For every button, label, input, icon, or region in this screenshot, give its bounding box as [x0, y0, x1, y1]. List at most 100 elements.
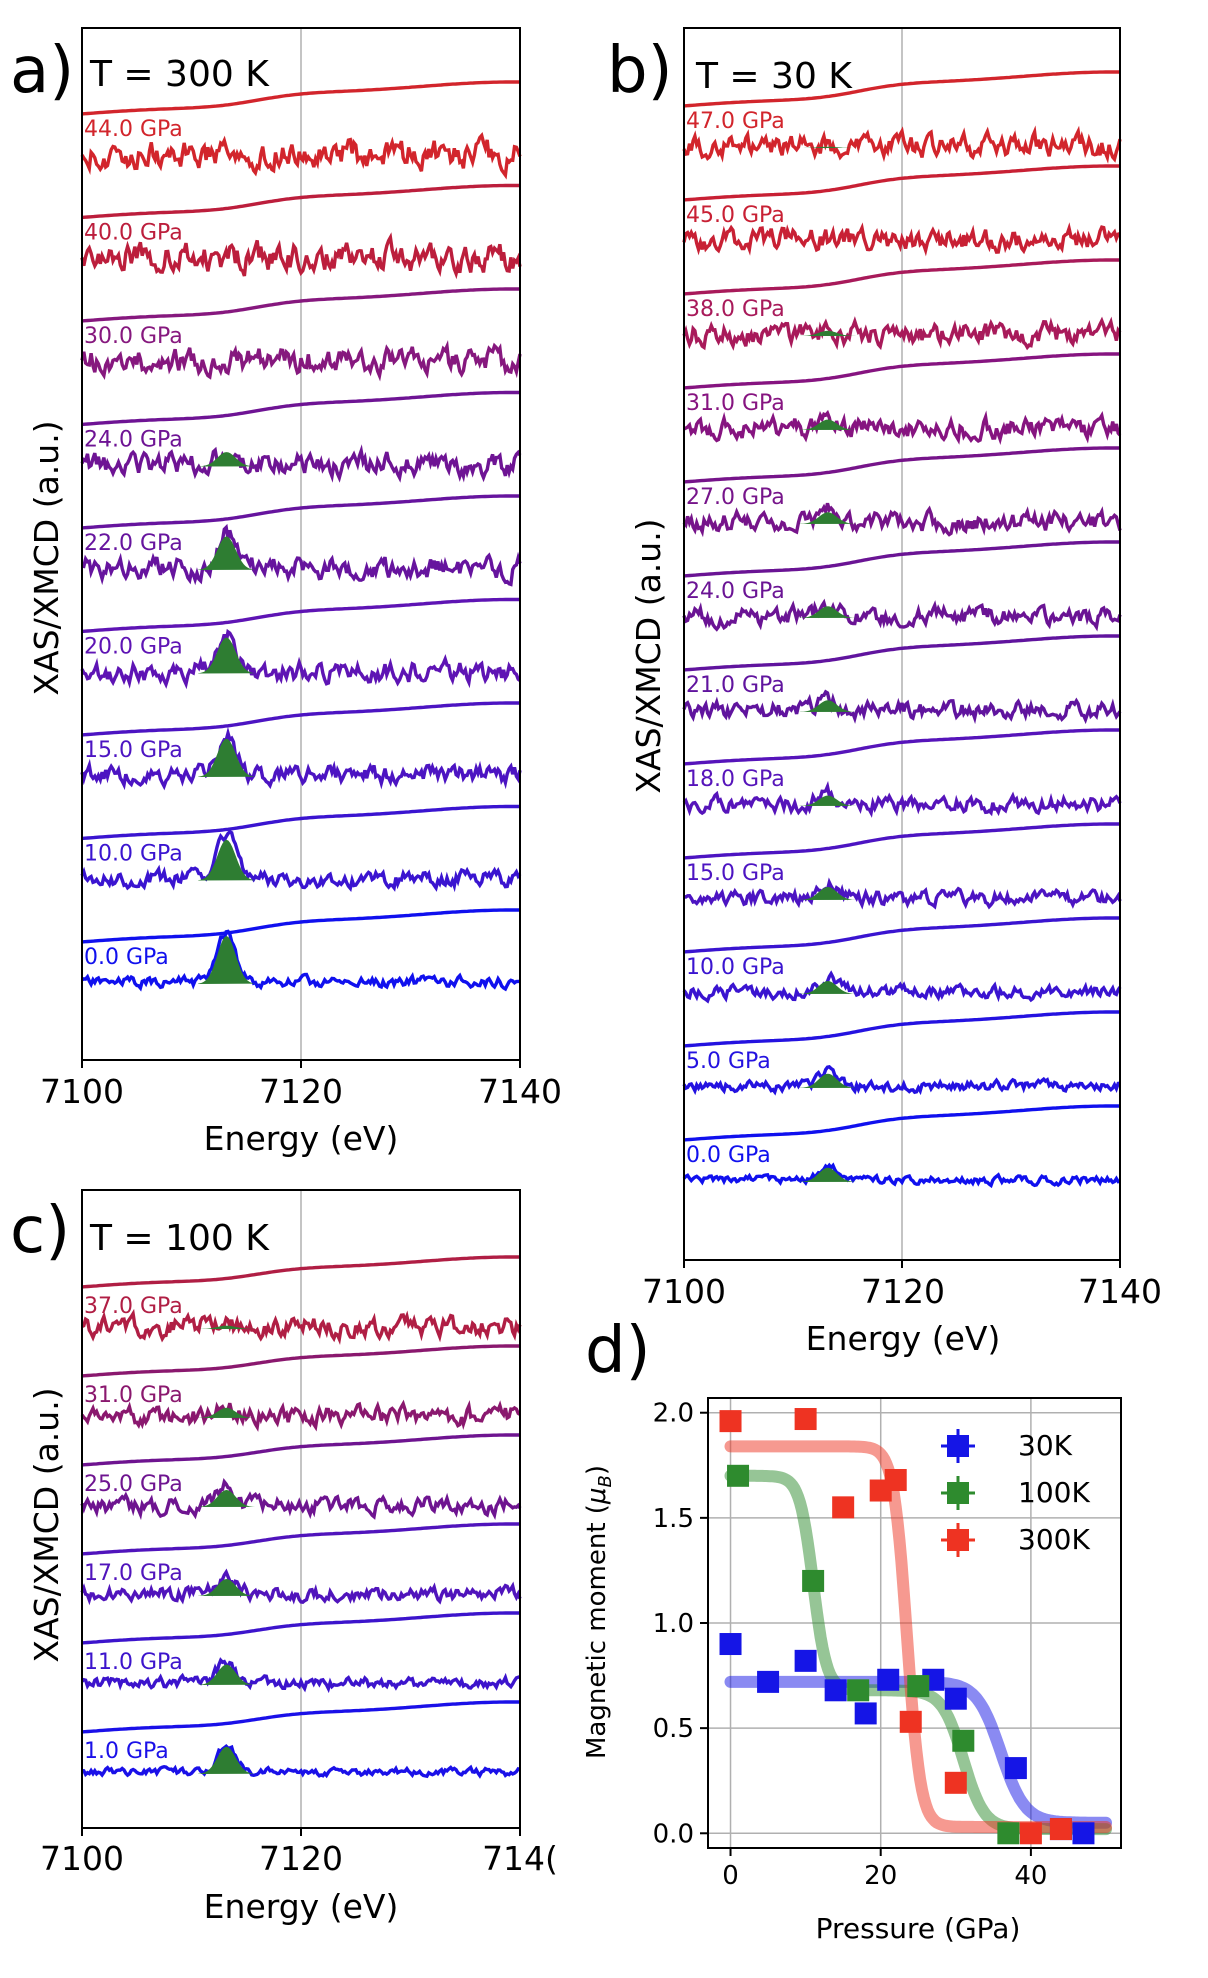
xmcd-curve-a-5: [80, 444, 522, 483]
data-point-100K-1: [802, 1569, 825, 1592]
pressure-label-a-0: 0.0 GPa: [84, 945, 169, 970]
xmcd-curve-a-0: [81, 929, 520, 992]
xmcd-curve-b-0: [682, 1162, 1121, 1189]
xas-curve-b-3: [683, 822, 1120, 860]
panel-c-xtick-0: 7100: [40, 1839, 124, 1878]
panel-c-title: T = 100 K: [89, 1218, 270, 1259]
panel-d-tick-labels: 0 20 40 0.0 0.5 1.0 1.5 2.0: [653, 1399, 1048, 1891]
xmcd-peak-a-3: [198, 637, 255, 674]
xmcd-curve-a-8: [80, 132, 522, 180]
data-point-30K-0: [719, 1633, 742, 1656]
xmcd-peak-b-3: [799, 887, 857, 900]
legend-label-30k: 30K: [1018, 1429, 1073, 1462]
xmcd-peak-a-2: [198, 738, 255, 777]
pressure-label-a-3: 20.0 GPa: [84, 635, 183, 660]
pressure-label-b-10: 45.0 GPa: [686, 203, 785, 228]
xmcd-peak-b-9: [799, 330, 857, 336]
data-point-100K-3: [907, 1675, 930, 1698]
xas-curve-a-1: [81, 804, 520, 841]
panel-a-xtick-0: 7100: [40, 1072, 124, 1111]
data-point-300K-5: [899, 1710, 922, 1733]
legend-marker-100K: [947, 1482, 969, 1504]
panel-b-plot-area: 0.0 GPa 5.0 GPa 10.0 GPa 15.0 GPa 18.0 GPa 21…: [682, 27, 1122, 1268]
xas-curve-a-0: [81, 908, 520, 944]
xmcd-peak-b-2: [799, 981, 857, 994]
pressure-label-c-2: 17.0 GPa: [84, 1561, 183, 1586]
panel-label-c: c): [10, 1194, 70, 1268]
fit-curve-300K: [724, 1440, 1112, 1833]
panel-d-ylabel-sub: B: [595, 1475, 616, 1487]
panel-b-xtick-1: 7120: [861, 1272, 945, 1311]
data-point-30K-10: [1072, 1822, 1095, 1845]
data-point-300K-7: [1019, 1822, 1042, 1845]
data-point-100K-4: [952, 1729, 975, 1752]
data-point-100K-0: [727, 1464, 750, 1487]
xmcd-curve-c-5: [81, 1308, 522, 1346]
xmcd-curve-c-2: [80, 1568, 522, 1606]
panel-b-title: T = 30 K: [695, 56, 853, 97]
xas-curve-a-6: [81, 287, 520, 323]
xmcd-curve-a-3: [80, 628, 521, 690]
xmcd-peak-a-0: [198, 936, 255, 984]
xmcd-curve-b-7: [682, 502, 1122, 538]
xas-curve-c-3: [81, 1433, 520, 1467]
panel-label-d: d): [585, 1314, 651, 1388]
xmcd-curve-c-3: [80, 1478, 522, 1521]
panel-label-a: a): [10, 34, 74, 108]
pressure-label-c-4: 31.0 GPa: [84, 1383, 183, 1408]
panel-d-xtick-0: 0: [722, 1861, 739, 1891]
xas-curve-b-9: [683, 258, 1120, 296]
pressure-label-a-7: 40.0 GPa: [84, 221, 183, 246]
panel-c-ylabel: XAS/XMCD (a.u.): [27, 1387, 66, 1662]
panel-a: 0.0 GPa 10.0 GPa 15.0 GPa 20.0 GPa 22.0 GPa 2…: [27, 27, 562, 1158]
xmcd-curve-b-5: [682, 689, 1122, 725]
xas-curve-b-6: [683, 540, 1120, 578]
panel-d-ylabel-mu: μ: [582, 1488, 612, 1506]
xmcd-curve-b-2: [682, 970, 1122, 1004]
panel-d-ylabel-close: ): [582, 1465, 612, 1475]
panel-b: 0.0 GPa 5.0 GPa 10.0 GPa 15.0 GPa 18.0 GPa 21…: [629, 27, 1162, 1358]
xmcd-curve-c-1: [80, 1657, 521, 1694]
data-point-300K-4: [884, 1469, 907, 1492]
panel-c-xtick-1: 7120: [259, 1839, 343, 1878]
pressure-label-c-0: 1.0 GPa: [84, 1739, 169, 1764]
panel-a-plot-area: 0.0 GPa 10.0 GPa 15.0 GPa 20.0 GPa 22.0 GPa 2…: [80, 27, 522, 1068]
legend-label-300k: 300K: [1018, 1523, 1090, 1556]
data-point-300K-1: [794, 1408, 817, 1431]
xas-curve-b-2: [683, 916, 1120, 954]
xas-curve-b-4: [683, 728, 1120, 766]
xmcd-curve-a-6: [80, 340, 522, 382]
xmcd-peak-b-4: [799, 795, 857, 806]
xas-curve-b-5: [683, 634, 1120, 672]
xmcd-peak-c-0: [198, 1746, 255, 1774]
panel-a-title: T = 300 K: [89, 54, 270, 95]
panel-label-b: b): [607, 34, 673, 108]
xmcd-curve-b-8: [683, 409, 1122, 445]
pressure-label-a-5: 24.0 GPa: [84, 428, 183, 453]
xas-curve-b-1: [683, 1010, 1120, 1048]
panel-d-legend: 30K 100K 300K: [941, 1429, 1090, 1557]
xas-curve-b-11: [683, 70, 1120, 108]
xas-curve-a-4: [81, 494, 520, 530]
xas-curve-b-8: [683, 352, 1120, 390]
pressure-label-b-11: 47.0 GPa: [686, 109, 785, 134]
pressure-label-a-1: 10.0 GPa: [84, 842, 183, 867]
xmcd-curve-b-3: [683, 877, 1122, 910]
xas-curve-c-5: [81, 1255, 520, 1289]
panel-c-plot-area: 1.0 GPa 11.0 GPa 17.0 GPa 25.0 GPa 31.0 GPa 3…: [80, 1189, 522, 1836]
xas-curve-a-3: [81, 597, 520, 634]
pressure-label-b-4: 18.0 GPa: [686, 767, 785, 792]
pressure-label-b-0: 0.0 GPa: [686, 1143, 771, 1168]
xmcd-peak-a-1: [198, 839, 255, 881]
data-point-30K-2: [794, 1649, 817, 1672]
xmcd-peak-b-11: [799, 146, 857, 148]
panel-b-xtick-0: 7100: [642, 1272, 726, 1311]
xas-curve-a-8: [81, 80, 520, 116]
pressure-label-c-5: 37.0 GPa: [84, 1294, 183, 1319]
xas-curve-a-5: [81, 390, 520, 427]
xmcd-peak-a-5: [198, 452, 255, 467]
xmcd-curve-b-11: [682, 125, 1122, 164]
panel-a-xlabel: Energy (eV): [204, 1119, 399, 1158]
xas-curve-b-7: [683, 446, 1120, 484]
panel-d-ytick-4: 2.0: [653, 1399, 694, 1429]
